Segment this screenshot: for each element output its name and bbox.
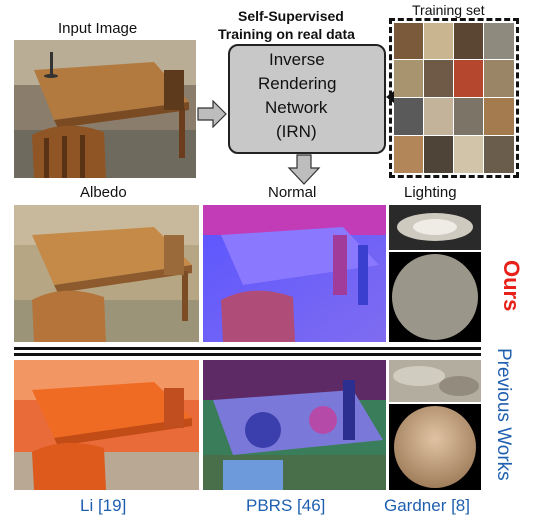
input-image: [14, 40, 196, 178]
ours-label: Ours: [499, 260, 524, 312]
header-line1: Self-Supervised: [238, 8, 344, 24]
irn-box: [228, 44, 386, 154]
training-set-label: Training set: [412, 2, 485, 18]
gardner-label: Gardner [8]: [384, 496, 470, 515]
ours-lighting-sphere: [389, 252, 481, 342]
input-image-label: Input Image: [58, 20, 138, 37]
separator-line-bottom: [14, 353, 481, 356]
li-albedo-image: [14, 360, 199, 490]
ours-albedo-image: [14, 205, 199, 342]
pbrs-normal-image: [203, 360, 386, 490]
irn-line2: Rendering: [258, 74, 337, 93]
irn-line3: Network: [265, 98, 328, 117]
previous-works-label: Previous Works: [493, 348, 514, 481]
training-set-grid: [394, 23, 514, 173]
irn-line4: (IRN): [276, 122, 317, 141]
separator-line-top: [14, 347, 481, 350]
albedo-label: Albedo: [80, 184, 127, 201]
irn-down-arrow: [287, 154, 321, 185]
li-label: Li [19]: [80, 496, 127, 515]
header-line2: Training on real data: [218, 26, 355, 42]
gardner-lighting-pano: [389, 360, 481, 402]
training-set-box: [389, 18, 519, 178]
irn-line1: Inverse: [269, 50, 325, 69]
gardner-lighting-sphere: [389, 404, 481, 490]
lighting-label: Lighting: [404, 184, 457, 201]
ours-lighting-pano: [389, 205, 481, 250]
input-to-irn-arrow: [197, 100, 227, 128]
ours-normal-image: [203, 205, 386, 342]
normal-label: Normal: [268, 184, 317, 201]
pbrs-label: PBRS [46]: [246, 496, 326, 515]
